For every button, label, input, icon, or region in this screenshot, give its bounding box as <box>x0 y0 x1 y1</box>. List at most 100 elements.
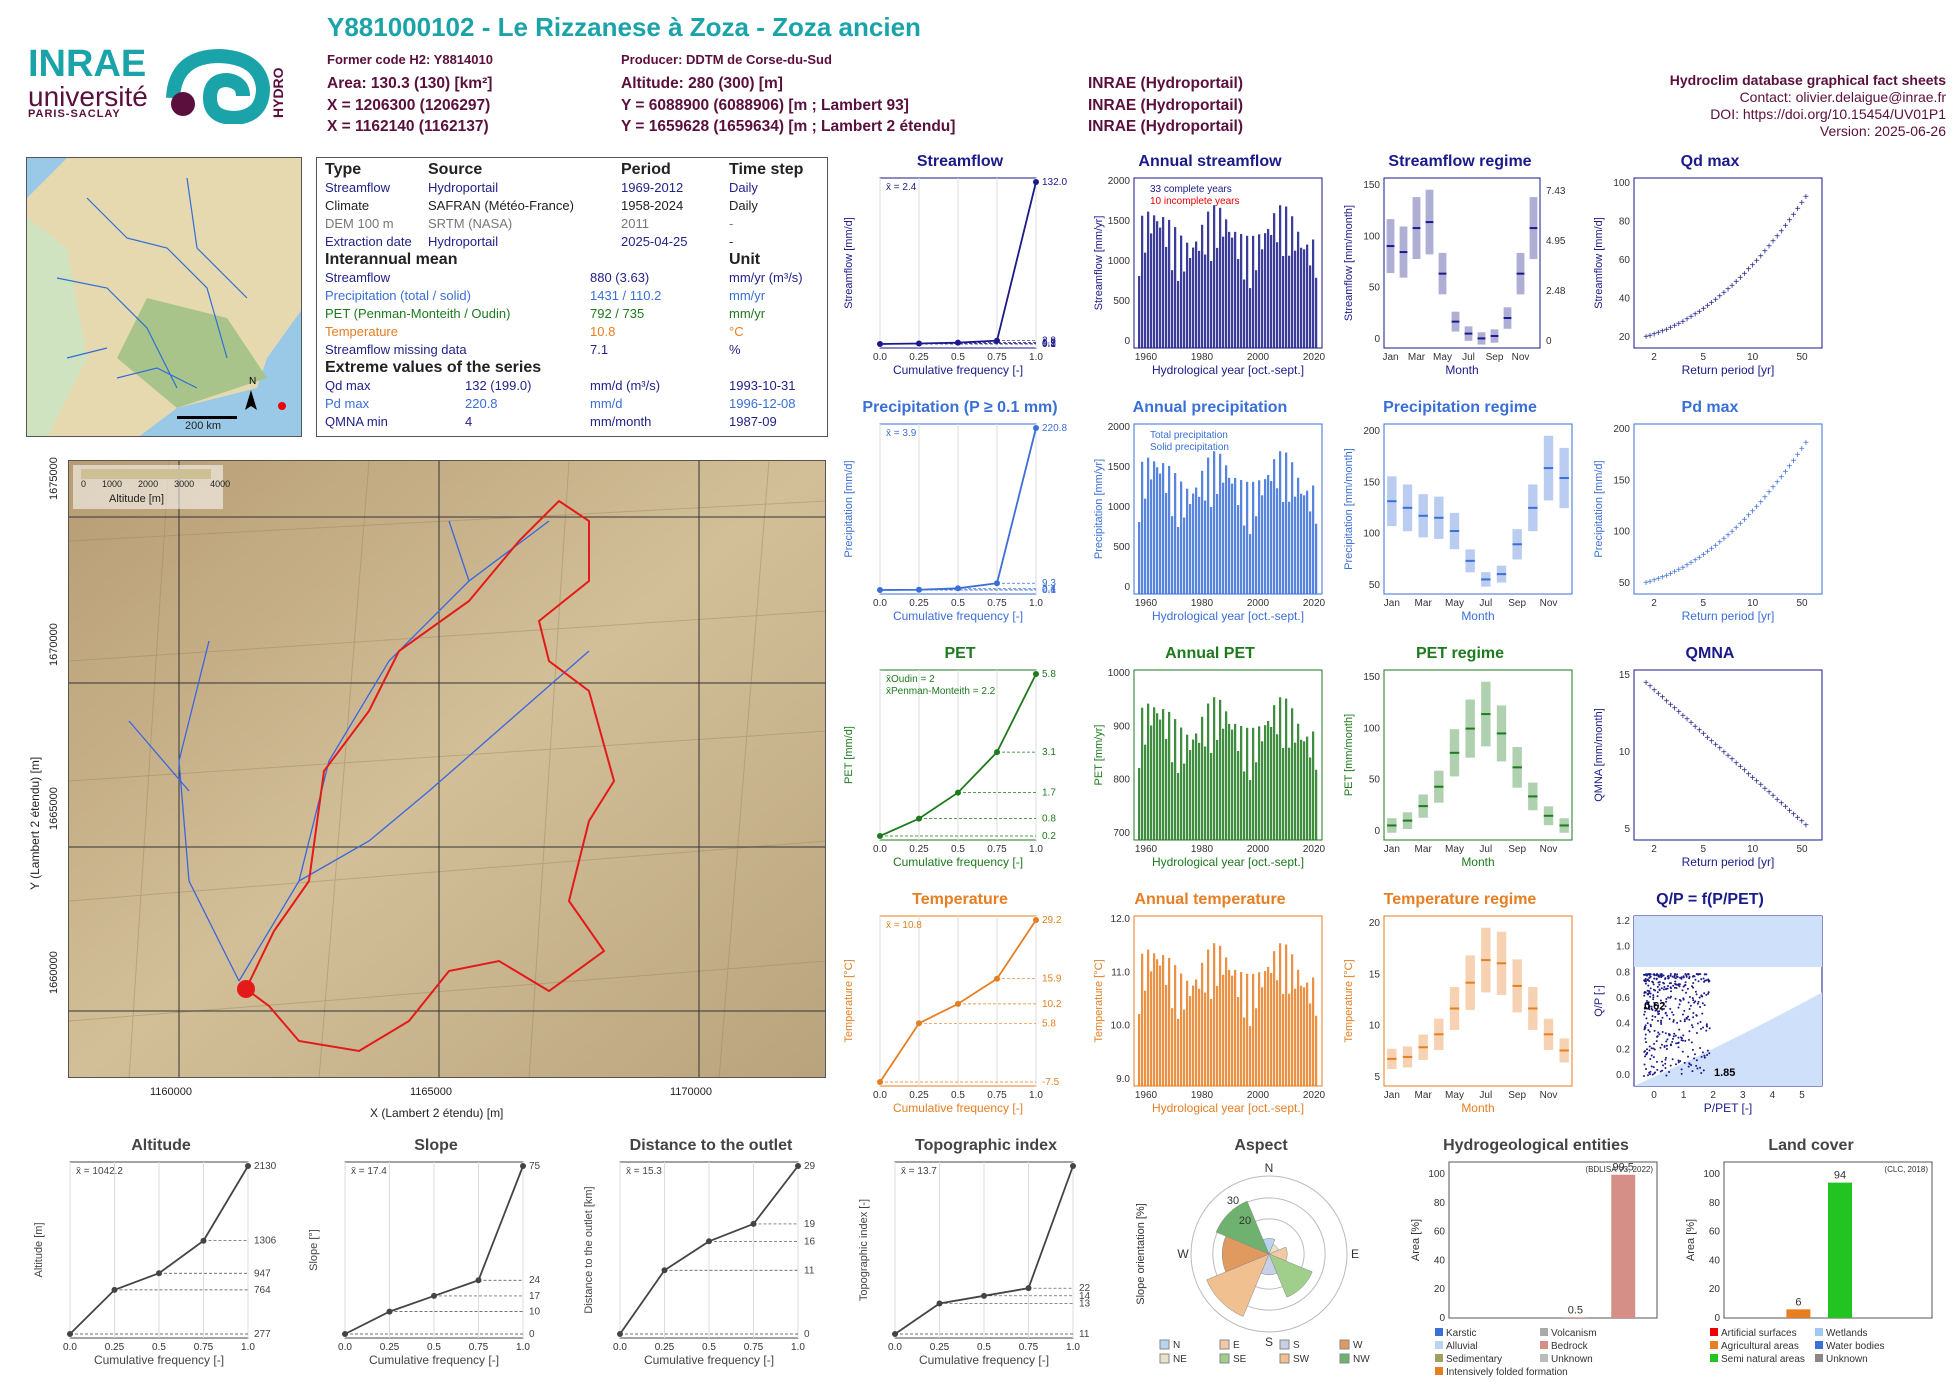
annual-bar <box>1264 233 1267 348</box>
scatter-point <box>1684 984 1687 987</box>
scatter-point <box>1695 993 1698 996</box>
y-tick-label: 100 <box>1363 723 1380 734</box>
x-tick-label: Jul <box>1479 598 1492 609</box>
scatter-point <box>1653 1048 1656 1051</box>
scatter-point: + <box>1721 747 1727 758</box>
info-cell: 220.8 <box>465 396 498 411</box>
legend-swatch <box>1435 1328 1443 1336</box>
legend-swatch <box>1339 1339 1350 1350</box>
annual-bar <box>1270 972 1273 1086</box>
scatter-point <box>1656 1010 1659 1013</box>
right-tick-label: 19 <box>804 1219 816 1230</box>
scatter-point <box>1666 985 1669 988</box>
y-tick-label: 800 <box>1113 775 1130 786</box>
legend-entry: NE <box>1173 1354 1187 1365</box>
annotation-label: 1.85 <box>1714 1067 1735 1079</box>
scatter-point <box>1643 1006 1646 1009</box>
scatter-point <box>1645 1053 1648 1056</box>
info-cell: 132 (199.0) <box>465 378 532 393</box>
x-tick-label: Jul <box>1479 844 1492 855</box>
scatter-point: + <box>1655 574 1661 585</box>
slope-chart: Slope 0.0 0.25 0.5 0.75 1.0 75 24 17 10 0 Cumulativ… <box>308 1137 541 1367</box>
scatter-point <box>1689 1004 1692 1007</box>
page-title: Y881000102 - Le Rizzanese à Zoza - Zoza … <box>327 12 921 42</box>
annual-bar <box>1159 719 1162 840</box>
scatter-point <box>1671 1037 1674 1040</box>
annual-bar <box>1288 993 1291 1086</box>
scatter-point: + <box>1680 317 1686 328</box>
annual-bar <box>1288 747 1291 840</box>
annual-bar <box>1156 221 1159 348</box>
scatter-point <box>1698 996 1701 999</box>
annual-bar <box>1267 720 1270 840</box>
x-tick-label: Jan <box>1384 844 1400 855</box>
scatter-point <box>1679 976 1682 979</box>
annual-bar <box>1198 742 1201 840</box>
aspect-sector <box>1206 1253 1270 1317</box>
legend-entry: Intensively folded formation <box>1446 1367 1568 1378</box>
x-axis-label: Cumulative frequency [-] <box>919 1353 1049 1367</box>
x-tick-label: 0 <box>1651 1090 1657 1101</box>
bar-label: 0.5 <box>1568 1304 1583 1316</box>
scatter-point <box>1668 1018 1671 1021</box>
x-axis-label: Return period [yr] <box>1682 855 1775 869</box>
x-tick-label: Mar <box>1415 598 1433 609</box>
annual-bar <box>1243 1017 1246 1086</box>
scatter-point <box>1643 1026 1646 1029</box>
info-cell: Climate <box>325 198 370 213</box>
scatter-point <box>1654 1071 1657 1074</box>
scatter-point <box>1688 1063 1691 1066</box>
annual-bar <box>1291 954 1294 1086</box>
cdf-point <box>795 1163 801 1169</box>
scatter-point <box>1688 995 1691 998</box>
universite-logo: université <box>28 81 148 112</box>
x-axis-label: Month <box>1461 609 1494 623</box>
info-cell: DEM 100 m <box>325 216 394 231</box>
chart-title: Topographic index <box>915 1137 1057 1154</box>
annual-bar <box>1240 972 1243 1086</box>
right-tick-label: 5.8 <box>1042 669 1056 680</box>
annual-bar <box>1258 234 1261 348</box>
y-axis-label: Streamflow [mm/d] <box>1593 217 1605 309</box>
scatter-point <box>1692 999 1695 1002</box>
scatter-point <box>1646 979 1649 982</box>
legend-swatch <box>1815 1354 1823 1362</box>
annual-bar <box>1159 965 1162 1086</box>
annual-bar <box>1315 1015 1318 1086</box>
legend-entry: SE <box>1233 1354 1247 1365</box>
x-tick-label: 1980 <box>1191 598 1214 609</box>
x-axis-label: P/PET [-] <box>1704 1101 1752 1115</box>
annual-bar <box>1207 949 1210 1086</box>
chart-title: Annual PET <box>1165 645 1255 662</box>
pet_regime-panel: PET regime Jan Mar May Jul Sep Nov 0 50 100 150 Mon… <box>1340 642 1580 882</box>
annual-bar <box>1168 219 1171 348</box>
x-tick-label: 0.75 <box>469 1342 489 1353</box>
annual-bar <box>1171 1008 1174 1086</box>
scatter-point: + <box>1729 527 1735 538</box>
scatter-point: + <box>1750 773 1756 784</box>
ring-label: 30 <box>1227 1195 1239 1207</box>
cdf-point <box>245 1163 251 1169</box>
x-tick-label: 0.25 <box>909 598 929 609</box>
annual-bar <box>1201 716 1204 840</box>
y-tick-label: 150 <box>1363 180 1380 191</box>
scatter-point <box>1660 1019 1663 1022</box>
annual-bar <box>1237 997 1240 1086</box>
right-tick-label: -7.5 <box>1042 1077 1060 1088</box>
scatter-point <box>1653 1001 1656 1004</box>
x-tick-label: 1980 <box>1191 1090 1214 1101</box>
scatter-point <box>1665 1056 1668 1059</box>
annual-bar <box>1162 955 1165 1086</box>
info-cell: 1958-2024 <box>621 198 684 213</box>
scatter-point <box>1669 1043 1672 1046</box>
info-cell: Pd max <box>325 396 370 411</box>
scatter-point: + <box>1692 310 1698 321</box>
annual-bar <box>1150 971 1153 1086</box>
y-tick-label: 12.0 <box>1111 914 1131 925</box>
legend-entry: N <box>1173 1340 1180 1351</box>
scatter-point <box>1667 976 1670 979</box>
scatter-point <box>1648 990 1651 993</box>
scatter-point: + <box>1782 221 1788 232</box>
y-axis-label: Precipitation [mm/d] <box>843 460 855 557</box>
x-tick-label: Jul <box>1479 1090 1492 1101</box>
